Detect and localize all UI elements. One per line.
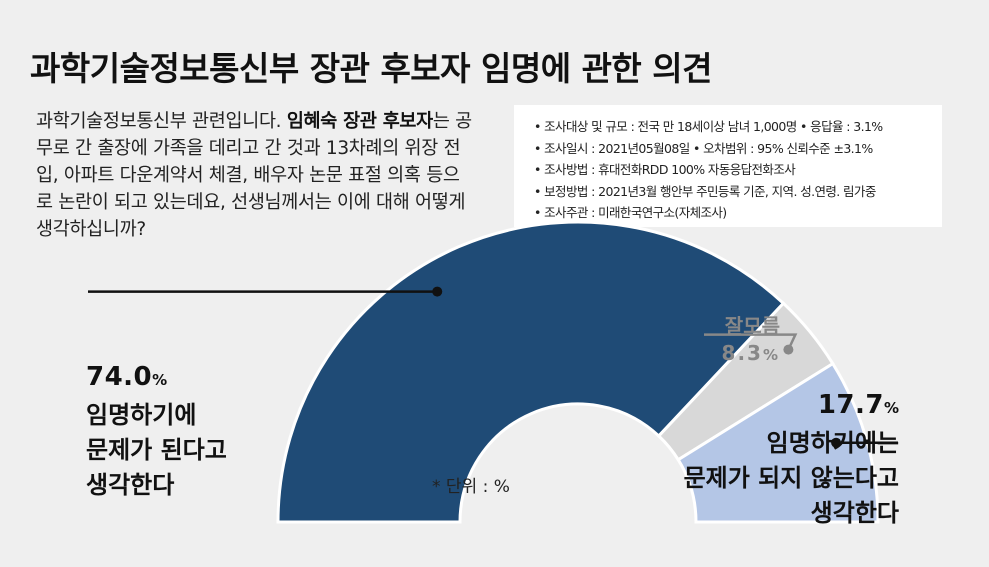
- question-text-part2: 는 공무로 간 출장에 가족을 데리고 간 것과 13차례의 위장 전입, 아파…: [36, 111, 472, 240]
- survey-info-item: 조사주관 : 미래한국연구소(자체조사): [534, 202, 942, 224]
- slice-problem: [276, 220, 786, 524]
- label-unknown-percent: 8.3%: [721, 341, 780, 365]
- label-problem: 74.0% 임명하기에 문제가 된다고 생각한다: [86, 360, 227, 503]
- survey-info-item: 조사일시 : 2021년05월08일 • 오차범위 : 95% 신뢰수준 ±3.…: [534, 138, 942, 160]
- survey-info-box: 조사대상 및 규모 : 전국 만 18세이상 남녀 1,000명 • 응답율 :…: [514, 105, 942, 227]
- no-problem-leader-dot: [831, 437, 842, 448]
- label-problem-line3: 생각한다: [86, 471, 175, 499]
- unit-note: * 단위 : %: [432, 477, 510, 497]
- label-unknown-name: 잘모름: [724, 314, 780, 338]
- label-no-problem-line1: 임명하기에는: [766, 429, 899, 457]
- survey-question: 과학기술정보통신부 관련입니다. 임혜숙 장관 후보자는 공무로 간 출장에 가…: [36, 108, 476, 243]
- label-problem-line2: 문제가 된다고: [86, 436, 227, 464]
- question-text-part1: 과학기술정보통신부 관련입니다.: [36, 111, 287, 132]
- chart-title: 과학기술정보통신부 장관 후보자 임명에 관한 의견: [30, 49, 713, 88]
- question-text-bold: 임혜숙 장관 후보자: [286, 111, 433, 132]
- label-problem-percent: 74.0%: [86, 362, 168, 392]
- survey-info-item: 조사방법 : 휴대전화RDD 100% 자동응답전화조사: [534, 159, 942, 181]
- unknown-leader-line: [704, 333, 798, 351]
- label-no-problem-percent: 17.7%: [817, 390, 899, 420]
- survey-info-item: 조사대상 및 규모 : 전국 만 18세이상 남녀 1,000명 • 응답율 :…: [534, 116, 942, 138]
- label-no-problem: 17.7% 임명하기에는 문제가 되지 않는다고 생각한다: [684, 388, 899, 531]
- label-no-problem-line2: 문제가 되지 않는다고: [683, 464, 899, 492]
- unknown-leader-dot: [783, 344, 794, 355]
- label-unknown: 잘모름 8.3%: [700, 312, 780, 368]
- label-problem-line1: 임명하기에: [86, 401, 197, 429]
- problem-leader-dot: [432, 286, 443, 297]
- label-no-problem-line3: 생각한다: [810, 499, 899, 527]
- slice-no-problem: [676, 361, 880, 524]
- survey-info-item: 보정방법 : 2021년3월 행안부 주민등록 기준, 지역. 성.연령. 림가…: [534, 181, 942, 203]
